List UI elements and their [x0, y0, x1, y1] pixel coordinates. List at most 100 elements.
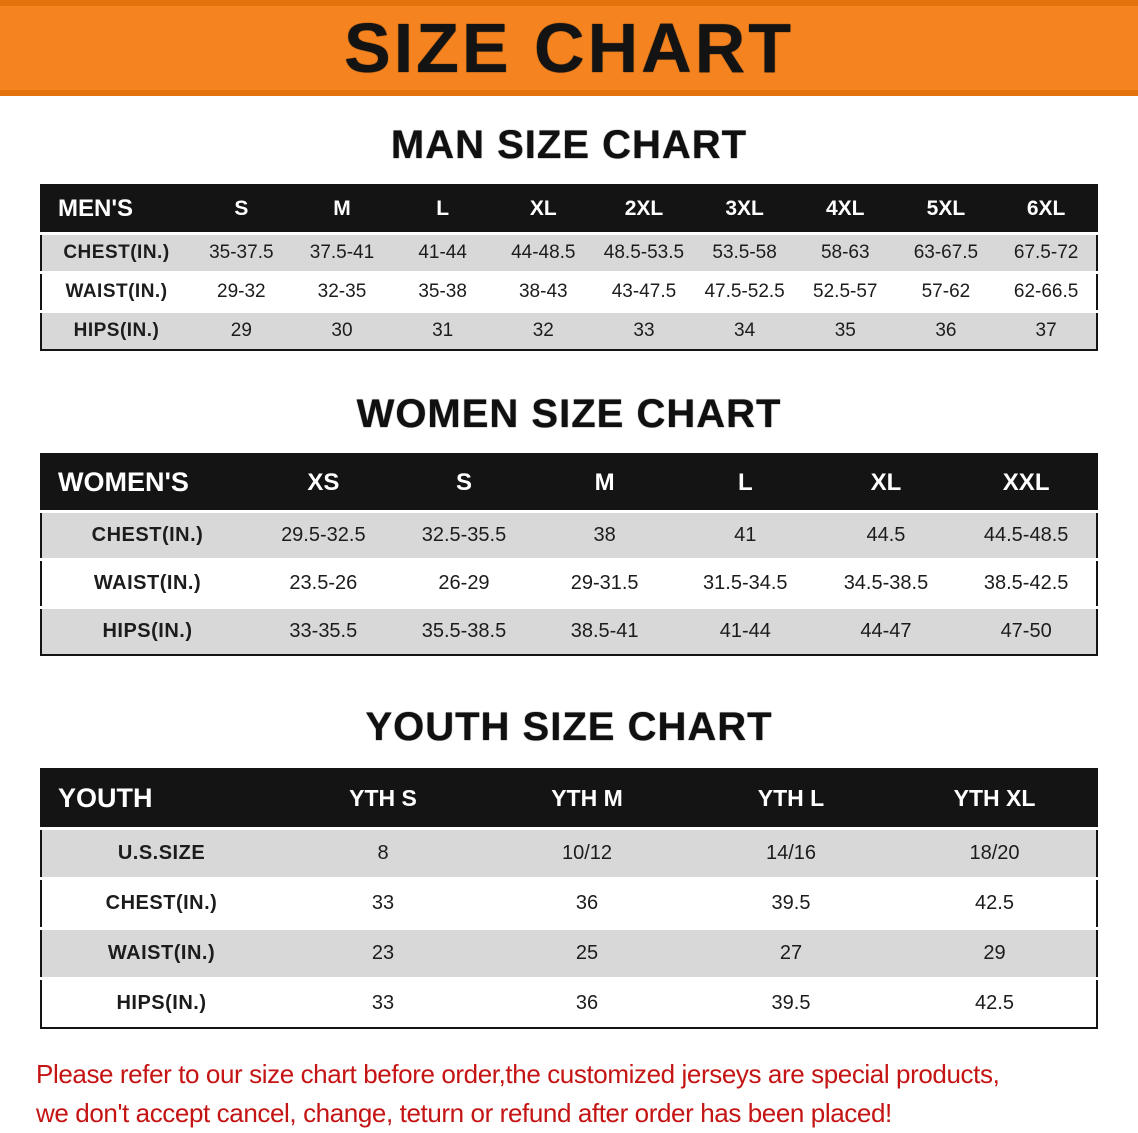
men-size-table: MEN'S S M L XL 2XL 3XL 4XL 5XL 6XL CHEST(IN.) 35-37… — [40, 184, 1098, 351]
cell: 14/16 — [689, 828, 893, 880]
footer-line-2: we don't accept cancel, change, teturn o… — [36, 1098, 892, 1128]
cell: 29 — [893, 928, 1097, 980]
cell: 39.5 — [771, 992, 811, 1014]
table-row: HIPS(IN.) 33-35.5 35.5-38.5 38.5-41 41-44 44-… — [41, 607, 1097, 655]
men-size-chart-section: MAN SIZE CHART MEN'S S M L XL 2XL 3XL 4XL 5XL 6XL… — [0, 122, 1138, 351]
column-header: 4XL — [794, 185, 896, 235]
column-header: XS — [253, 454, 394, 513]
cell: 43-47.5 — [593, 272, 695, 313]
table-title-cell: YOUTH — [41, 769, 281, 830]
cell: 37.5-41 — [291, 233, 393, 274]
cell: 35 — [834, 320, 856, 341]
cell: 33 — [633, 320, 655, 341]
table-row: WAIST(IN.) 23.5-26 26-29 29-31.5 31.5-34.5 34… — [41, 559, 1097, 609]
column-header: M — [291, 185, 393, 235]
cell: 10/12 — [485, 828, 689, 880]
cell: 48.5-53.5 — [593, 233, 695, 274]
page-title: SIZE CHART — [344, 9, 794, 87]
youth-size-table: YOUTH YTH S YTH M YTH L YTH XL U.S.SIZE 8 10/12… — [40, 768, 1098, 1029]
cell: 33 — [281, 878, 485, 930]
cell: 31.5-34.5 — [674, 559, 816, 609]
cell: 53.5-58 — [694, 233, 795, 274]
youth-size-chart-section: YOUTH SIZE CHART YOUTH YTH S YTH M YTH L YTH… — [0, 704, 1138, 1029]
footer-line-1: Please refer to our size chart before or… — [36, 1059, 1000, 1089]
cell: 34.5-38.5 — [815, 559, 957, 609]
cell: 30 — [331, 320, 353, 341]
table-title-cell: WOMEN'S — [41, 454, 253, 513]
size-chart-banner: SIZE CHART — [0, 0, 1138, 96]
cell: 67.5-72 — [996, 233, 1097, 274]
table-header-row: YOUTH YTH S YTH M YTH L YTH XL — [41, 769, 1097, 830]
cell: 23 — [281, 928, 485, 980]
column-header: S — [393, 454, 535, 513]
table-header-row: MEN'S S M L XL 2XL 3XL 4XL 5XL 6XL — [41, 185, 1097, 235]
table-title-cell: MEN'S — [41, 185, 191, 235]
cell: 62-66.5 — [996, 272, 1097, 313]
cell: 33-35.5 — [289, 620, 358, 642]
row-label: CHEST(IN.) — [41, 511, 253, 561]
row-label: CHEST(IN.) — [41, 878, 281, 930]
table-row: WAIST(IN.) 29-32 32-35 35-38 38-43 43-47.5 47.… — [41, 272, 1097, 313]
column-header: 3XL — [694, 185, 795, 235]
cell: 36 — [485, 878, 689, 930]
cell: 42.5 — [893, 878, 1097, 930]
cell: 32-35 — [291, 272, 393, 313]
cell: 39.5 — [689, 878, 893, 930]
row-label: HIPS(IN.) — [116, 992, 207, 1014]
table-row: HIPS(IN.) 29 30 31 32 33 34 35 36 37 — [41, 311, 1097, 350]
table-row: U.S.SIZE 8 10/12 14/16 18/20 — [41, 828, 1097, 880]
table-header-row: WOMEN'S XS S M L XL XXL — [41, 454, 1097, 513]
column-header: YTH M — [485, 769, 689, 830]
row-label: WAIST(IN.) — [41, 559, 253, 609]
cell: 27 — [689, 928, 893, 980]
cell: 26-29 — [393, 559, 535, 609]
cell: 29.5-32.5 — [253, 511, 394, 561]
cell: 29-31.5 — [534, 559, 675, 609]
table-row: CHEST(IN.) 33 36 39.5 42.5 — [41, 878, 1097, 930]
table-row: WAIST(IN.) 23 25 27 29 — [41, 928, 1097, 980]
table-row: CHEST(IN.) 29.5-32.5 32.5-35.5 38 41 44.5 44.5… — [41, 511, 1097, 561]
cell: 31 — [432, 320, 454, 341]
cell: 41 — [674, 511, 816, 561]
cell: 8 — [281, 828, 485, 880]
row-label: HIPS(IN.) — [102, 620, 193, 642]
cell: 38.5-42.5 — [956, 559, 1097, 609]
column-header: YTH XL — [893, 769, 1097, 830]
cell: 44-47 — [860, 620, 912, 642]
table-row: HIPS(IN.) 33 36 39.5 42.5 — [41, 978, 1097, 1028]
cell: 41-44 — [719, 620, 771, 642]
footer-note: Please refer to our size chart before or… — [36, 1055, 1138, 1133]
row-label: HIPS(IN.) — [73, 320, 160, 341]
row-label: WAIST(IN.) — [41, 272, 191, 313]
cell: 58-63 — [794, 233, 896, 274]
row-label: CHEST(IN.) — [41, 233, 191, 274]
column-header: L — [392, 185, 493, 235]
cell: 37 — [1035, 320, 1057, 341]
cell: 38-43 — [492, 272, 594, 313]
row-label: WAIST(IN.) — [41, 928, 281, 980]
column-header: YTH S — [281, 769, 485, 830]
cell: 23.5-26 — [253, 559, 394, 609]
cell: 34 — [734, 320, 756, 341]
column-header: 6XL — [996, 185, 1097, 235]
cell: 38 — [534, 511, 675, 561]
column-header: YTH L — [689, 769, 893, 830]
cell: 47.5-52.5 — [694, 272, 795, 313]
youth-section-title: YOUTH SIZE CHART — [365, 705, 773, 749]
column-header: XL — [815, 454, 957, 513]
column-header: L — [674, 454, 816, 513]
cell: 41-44 — [392, 233, 493, 274]
column-header: 5XL — [895, 185, 997, 235]
cell: 32 — [532, 320, 554, 341]
column-header: 2XL — [593, 185, 695, 235]
cell: 35-38 — [392, 272, 493, 313]
women-size-table: WOMEN'S XS S M L XL XXL CHEST(IN.) 29.5-32.5 32.5… — [40, 453, 1098, 656]
table-row: CHEST(IN.) 35-37.5 37.5-41 41-44 44-48.5 48.5… — [41, 233, 1097, 274]
cell: 57-62 — [895, 272, 997, 313]
women-section-title: WOMEN SIZE CHART — [356, 392, 782, 436]
cell: 44-48.5 — [492, 233, 594, 274]
women-size-chart-section: WOMEN SIZE CHART WOMEN'S XS S M L XL XXL CHEST(… — [0, 391, 1138, 656]
column-header: XXL — [956, 454, 1097, 513]
cell: 33 — [371, 992, 395, 1014]
